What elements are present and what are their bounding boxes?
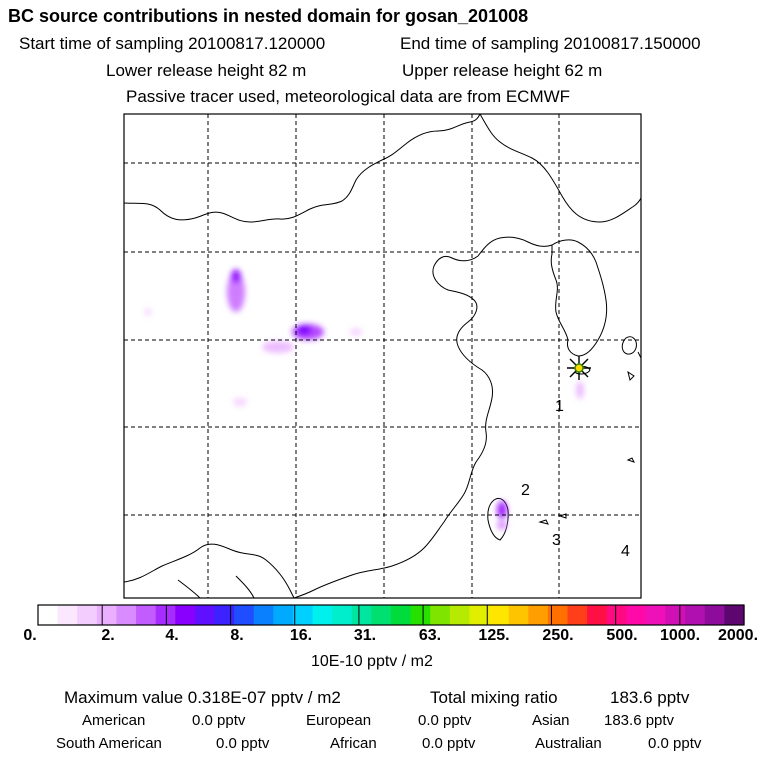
- source-name: Australian: [535, 735, 602, 752]
- colorbar-swatch: [116, 605, 137, 625]
- colorbar-tick-label: 16.: [289, 627, 313, 644]
- colorbar-swatch: [194, 605, 216, 625]
- colorbar-swatch: [391, 605, 412, 625]
- region-number: 2: [521, 482, 530, 499]
- colorbar-tick-label: 8.: [230, 627, 244, 644]
- source-name: South American: [56, 735, 162, 752]
- source-name: African: [330, 735, 377, 752]
- colorbar-swatch: [136, 605, 157, 625]
- colorbar-swatch: [57, 605, 78, 625]
- colorbar-tick-label: 2000.: [717, 627, 759, 644]
- end-time-label: End time of sampling 20100817.150000: [400, 34, 701, 53]
- colorbar-units: 10E-10 pptv / m2: [311, 653, 433, 670]
- colorbar-swatch: [312, 605, 333, 625]
- colorbar-swatch: [351, 605, 372, 625]
- colorbar-tick-label: 250.: [542, 627, 574, 644]
- region-number: 4: [621, 543, 630, 560]
- receptor-star-icon: [567, 356, 591, 380]
- colorbar-swatch: [332, 605, 353, 625]
- region-number: 1: [555, 398, 564, 415]
- colorbar-swatch: [724, 605, 745, 625]
- map-frame: [123, 113, 642, 599]
- colorbar-swatch: [214, 605, 235, 625]
- colorbar-swatch: [38, 605, 59, 625]
- source-value: 0.0 pptv: [418, 712, 472, 729]
- colorbar-swatch: [547, 605, 569, 625]
- colorbar-swatch: [528, 605, 549, 625]
- source-value: 0.0 pptv: [422, 735, 476, 752]
- source-name: American: [82, 712, 146, 729]
- colorbar-swatch: [175, 605, 196, 625]
- emission-plume: [145, 269, 584, 530]
- colorbar-swatch: [626, 605, 647, 625]
- colorbar-swatch: [587, 605, 608, 625]
- colorbar-frame: [37, 604, 745, 626]
- plot-title: BC source contributions in nested domain…: [8, 6, 529, 26]
- colorbar-swatch: [685, 605, 706, 625]
- colorbar-swatch: [410, 605, 431, 625]
- max-value-label: Maximum value 0.318E-07 pptv / m2: [64, 688, 341, 707]
- colorbar-swatch: [704, 605, 725, 625]
- lower-release-label: Lower release height 82 m: [106, 61, 307, 80]
- source-name: European: [306, 712, 372, 729]
- colorbar-tick-label: 125.: [478, 627, 510, 644]
- colorbar-swatch: [96, 605, 118, 625]
- colorbar-swatch: [606, 605, 627, 625]
- colorbar-tick-label: 2.: [101, 627, 115, 644]
- colorbar-tick-label: 500.: [606, 627, 638, 644]
- colorbar-swatch: [77, 605, 98, 625]
- colorbar-swatch: [273, 605, 294, 625]
- colorbar-swatch: [567, 605, 588, 625]
- colorbar-tick-label: 4.: [165, 627, 179, 644]
- colorbar-swatch: [665, 605, 686, 625]
- colorbar-swatch: [449, 605, 471, 625]
- total-mixing-value: 183.6 pptv: [610, 688, 690, 707]
- colorbar-swatch: [489, 605, 510, 625]
- tracer-note: Passive tracer used, meteorological data…: [126, 87, 571, 106]
- colorbar-swatch: [430, 605, 451, 625]
- colorbar-swatch: [371, 605, 392, 625]
- source-value: 0.0 pptv: [192, 712, 246, 729]
- colorbar-swatch: [469, 605, 490, 625]
- lat-lon-grid: [124, 114, 641, 598]
- source-name: Asian: [532, 712, 570, 729]
- colorbar-swatch: [292, 605, 314, 625]
- coastlines: [124, 114, 641, 598]
- colorbar-tick-label: 31.: [353, 627, 377, 644]
- colorbar-swatch: [508, 605, 529, 625]
- colorbar-swatch: [253, 605, 274, 625]
- colorbar-swatch: [645, 605, 667, 625]
- colorbar-swatch: [155, 605, 176, 625]
- colorbar: [38, 605, 745, 625]
- colorbar-tick-label: 0.: [23, 627, 37, 644]
- source-value: 0.0 pptv: [648, 735, 702, 752]
- upper-release-label: Upper release height 62 m: [402, 61, 603, 80]
- source-value: 0.0 pptv: [216, 735, 270, 752]
- start-time-label: Start time of sampling 20100817.120000: [19, 34, 326, 53]
- colorbar-tick-label: 1000.: [659, 627, 701, 644]
- colorbar-tick-label: 63.: [418, 627, 442, 644]
- region-number: 3: [552, 532, 561, 549]
- colorbar-swatch: [234, 605, 255, 625]
- total-mixing-label: Total mixing ratio: [430, 688, 558, 707]
- source-value: 183.6 pptv: [604, 712, 675, 729]
